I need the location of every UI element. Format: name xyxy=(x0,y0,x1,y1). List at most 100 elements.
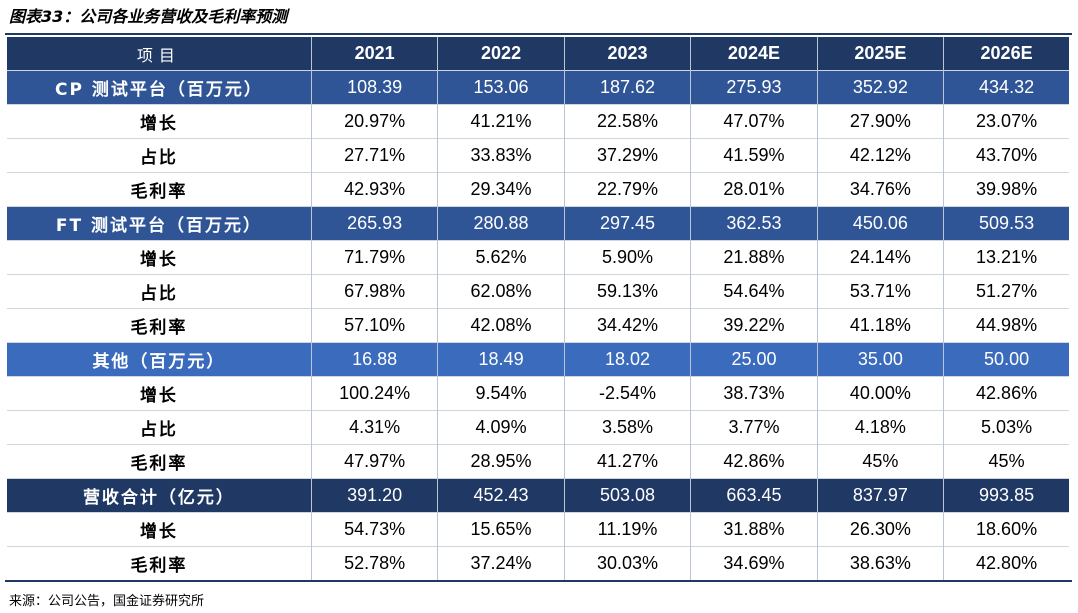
table-row-other-growth: 增长 100.24% 9.54% -2.54% 38.73% 40.00% 42… xyxy=(7,376,1069,411)
row-label: 占比 xyxy=(7,274,312,309)
cell: 265.93 xyxy=(311,206,439,241)
cell: 22.79% xyxy=(564,172,692,207)
header-year: 2022 xyxy=(437,37,565,71)
cell: 352.92 xyxy=(817,70,945,105)
cell: 41.21% xyxy=(437,104,565,139)
cell: 41.18% xyxy=(817,308,945,343)
table-header-row: 项目 2021 2022 2023 2024E 2025E 2026E xyxy=(7,37,1069,71)
row-label: 增长 xyxy=(7,376,312,411)
cell: 54.64% xyxy=(690,274,818,309)
cell: 837.97 xyxy=(817,478,945,513)
header-year: 2026E xyxy=(943,37,1069,71)
cell: 18.60% xyxy=(943,512,1069,547)
cell: 18.49 xyxy=(437,342,565,377)
table-row-cp-growth: 增长 20.97% 41.21% 22.58% 47.07% 27.90% 23… xyxy=(7,104,1069,139)
cell: 503.08 xyxy=(564,478,692,513)
table-row-total-growth: 增长 54.73% 15.65% 11.19% 31.88% 26.30% 18… xyxy=(7,512,1069,547)
cell: 34.42% xyxy=(564,308,692,343)
cell: 3.58% xyxy=(564,410,692,445)
cell: 297.45 xyxy=(564,206,692,241)
cell: 51.27% xyxy=(943,274,1069,309)
header-item: 项目 xyxy=(7,37,312,71)
cell: 663.45 xyxy=(690,478,818,513)
cell: 18.02 xyxy=(564,342,692,377)
cell: 509.53 xyxy=(943,206,1069,241)
table-bottom-rule xyxy=(5,580,1072,582)
cell: 26.30% xyxy=(817,512,945,547)
row-label: 毛利率 xyxy=(7,308,312,343)
cell: 9.54% xyxy=(437,376,565,411)
cell: 62.08% xyxy=(437,274,565,309)
cell: 45% xyxy=(943,444,1069,479)
cell: 20.97% xyxy=(311,104,439,139)
cell: 41.27% xyxy=(564,444,692,479)
cell: 31.88% xyxy=(690,512,818,547)
row-label: FT 测试平台（百万元） xyxy=(7,206,312,241)
cell: 45% xyxy=(817,444,945,479)
forecast-table-container: 项目 2021 2022 2023 2024E 2025E 2026E CP 测… xyxy=(7,37,1069,581)
row-label: 增长 xyxy=(7,240,312,275)
table-row-other-revenue: 其他（百万元） 16.88 18.49 18.02 25.00 35.00 50… xyxy=(7,342,1069,377)
cell: 28.95% xyxy=(437,444,565,479)
cell: 39.98% xyxy=(943,172,1069,207)
cell: 29.34% xyxy=(437,172,565,207)
cell: 37.29% xyxy=(564,138,692,173)
figure-title: 图表33：公司各业务营收及毛利率预测 xyxy=(9,7,288,26)
table-row-cp-margin: 毛利率 42.93% 29.34% 22.79% 28.01% 34.76% 3… xyxy=(7,172,1069,207)
cell: 100.24% xyxy=(311,376,439,411)
cell: 27.90% xyxy=(817,104,945,139)
table-row-cp-share: 占比 27.71% 33.83% 37.29% 41.59% 42.12% 43… xyxy=(7,138,1069,173)
cell: 52.78% xyxy=(311,546,439,581)
cell: 5.62% xyxy=(437,240,565,275)
cell: 54.73% xyxy=(311,512,439,547)
row-label: 其他（百万元） xyxy=(7,342,312,377)
row-label: 增长 xyxy=(7,104,312,139)
cell: 22.58% xyxy=(564,104,692,139)
table-row-cp-revenue: CP 测试平台（百万元） 108.39 153.06 187.62 275.93… xyxy=(7,70,1069,105)
cell: 362.53 xyxy=(690,206,818,241)
row-label: 毛利率 xyxy=(7,172,312,207)
cell: 35.00 xyxy=(817,342,945,377)
table-row-ft-margin: 毛利率 57.10% 42.08% 34.42% 39.22% 41.18% 4… xyxy=(7,308,1069,343)
cell: 5.03% xyxy=(943,410,1069,445)
cell: 67.98% xyxy=(311,274,439,309)
row-label: 增长 xyxy=(7,512,312,547)
table-row-total-margin: 毛利率 52.78% 37.24% 30.03% 34.69% 38.63% 4… xyxy=(7,546,1069,581)
cell: 47.97% xyxy=(311,444,439,479)
cell: 4.18% xyxy=(817,410,945,445)
cell: 280.88 xyxy=(437,206,565,241)
cell: 42.08% xyxy=(437,308,565,343)
cell: 108.39 xyxy=(311,70,439,105)
cell: 13.21% xyxy=(943,240,1069,275)
table-row-other-margin: 毛利率 47.97% 28.95% 41.27% 42.86% 45% 45% xyxy=(7,444,1069,479)
table-row-total-revenue: 营收合计（亿元） 391.20 452.43 503.08 663.45 837… xyxy=(7,478,1069,513)
row-label: 占比 xyxy=(7,138,312,173)
cell: 153.06 xyxy=(437,70,565,105)
source-note: 来源：公司公告，国金证券研究所 xyxy=(9,594,205,609)
row-label: 占比 xyxy=(7,410,312,445)
cell: 40.00% xyxy=(817,376,945,411)
cell: 38.73% xyxy=(690,376,818,411)
cell: 30.03% xyxy=(564,546,692,581)
cell: 4.31% xyxy=(311,410,439,445)
cell: 71.79% xyxy=(311,240,439,275)
header-year: 2021 xyxy=(311,37,439,71)
cell: 42.12% xyxy=(817,138,945,173)
cell: 25.00 xyxy=(690,342,818,377)
cell: 24.14% xyxy=(817,240,945,275)
cell: 50.00 xyxy=(943,342,1069,377)
cell: 450.06 xyxy=(817,206,945,241)
cell: 47.07% xyxy=(690,104,818,139)
cell: 57.10% xyxy=(311,308,439,343)
row-label: 毛利率 xyxy=(7,546,312,581)
cell: 15.65% xyxy=(437,512,565,547)
cell: 391.20 xyxy=(311,478,439,513)
cell: 33.83% xyxy=(437,138,565,173)
header-year: 2024E xyxy=(690,37,818,71)
header-year: 2023 xyxy=(564,37,692,71)
row-label: 毛利率 xyxy=(7,444,312,479)
cell: 43.70% xyxy=(943,138,1069,173)
cell: 42.93% xyxy=(311,172,439,207)
cell: 4.09% xyxy=(437,410,565,445)
cell: 53.71% xyxy=(817,274,945,309)
